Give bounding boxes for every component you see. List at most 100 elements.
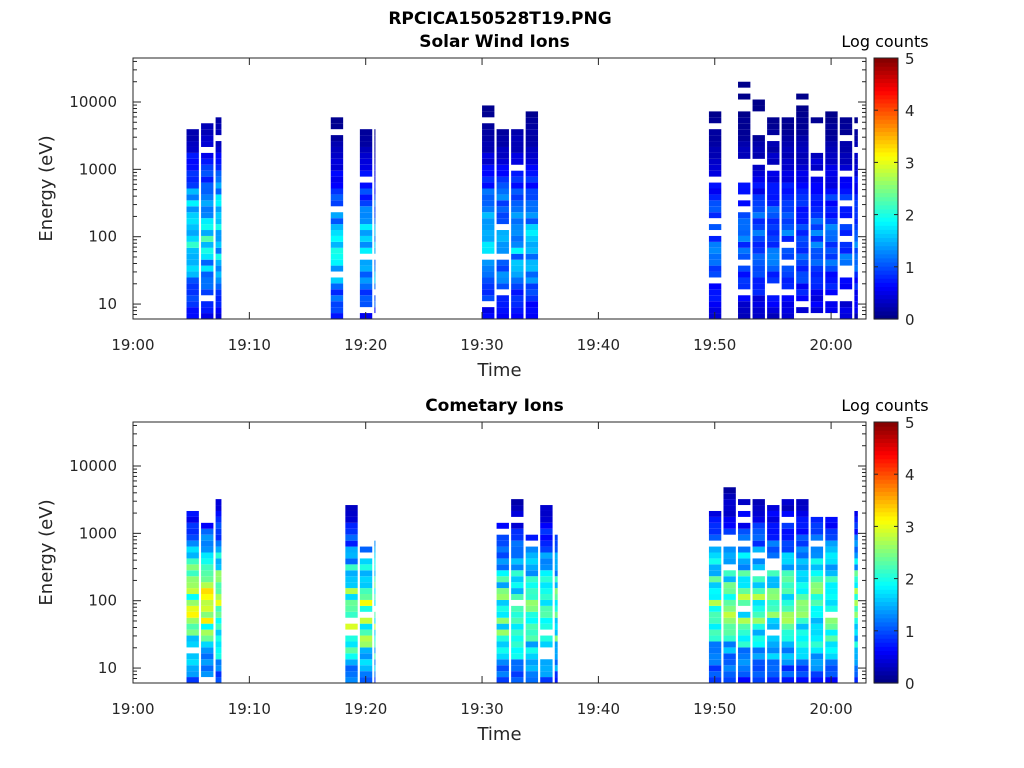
heatmap-cell: [796, 117, 809, 124]
heatmap-cell: [511, 200, 524, 207]
colorbar-step: [874, 613, 898, 619]
heatmap-cell: [215, 182, 222, 189]
heatmap-cell: [554, 635, 558, 642]
heatmap-cell: [496, 576, 509, 583]
heatmap-cell: [752, 259, 765, 266]
heatmap-cell: [738, 93, 751, 100]
heatmap-cell: [374, 146, 376, 153]
heatmap-cell: [854, 570, 858, 577]
heatmap-cell: [496, 582, 509, 589]
heatmap-cell: [201, 564, 214, 571]
heatmap-cell: [767, 146, 780, 153]
heatmap-cell: [215, 558, 222, 565]
heatmap-cell: [201, 647, 214, 654]
heatmap-cell: [738, 224, 751, 231]
colorbar-step: [874, 172, 898, 177]
heatmap-cell: [330, 135, 344, 142]
heatmap-cell: [330, 182, 344, 189]
heatmap-cell: [825, 635, 838, 642]
heatmap-cell: [796, 540, 809, 547]
heatmap-cell: [554, 629, 558, 636]
heatmap-cell: [810, 534, 824, 541]
heatmap-cell: [810, 588, 824, 595]
heatmap-cell: [854, 194, 858, 201]
heatmap-cell: [186, 289, 199, 296]
heatmap-cell: [554, 665, 558, 672]
heatmap-cell: [511, 588, 524, 595]
heatmap-cell: [752, 265, 765, 272]
heatmap-cell: [186, 552, 199, 559]
heatmap-cell: [796, 659, 809, 666]
colorbar-step: [874, 135, 898, 141]
heatmap-cell: [496, 671, 509, 678]
heatmap-cell: [201, 283, 214, 290]
heatmap-cell: [525, 283, 539, 290]
colorbar-step: [874, 188, 898, 194]
heatmap-cell: [511, 135, 524, 142]
heatmap-cell: [796, 617, 809, 624]
heatmap-cell: [540, 594, 553, 600]
heatmap-cell: [839, 253, 853, 260]
heatmap-cell: [374, 659, 376, 666]
heatmap-cell: [511, 194, 524, 201]
heatmap-cell: [215, 605, 222, 612]
heatmap-cell: [525, 271, 539, 278]
heatmap-cell: [825, 212, 838, 219]
heatmap-cell: [752, 605, 765, 612]
heatmap-cell: [330, 194, 344, 201]
heatmap-cell: [738, 212, 751, 219]
heatmap-cell: [810, 582, 824, 589]
heatmap-cell: [810, 164, 824, 171]
heatmap-cell: [359, 152, 373, 159]
colorbar-step: [874, 298, 898, 304]
heatmap-cell: [511, 265, 524, 272]
heatmap-cell: [796, 129, 809, 136]
heatmap-cell: [496, 265, 509, 272]
colorbar-step: [874, 450, 898, 456]
heatmap-cell: [359, 206, 373, 213]
colorbar-step: [874, 265, 898, 271]
heatmap-cell: [511, 235, 524, 242]
heatmap-cell: [482, 176, 495, 183]
heatmap-cell: [359, 271, 373, 278]
heatmap-cell: [482, 194, 495, 201]
heatmap-cell: [186, 546, 199, 553]
colorbar-step: [874, 139, 898, 145]
heatmap-cell: [781, 123, 795, 130]
heatmap-cell: [854, 516, 858, 523]
heatmap-cell: [854, 653, 858, 660]
heatmap-cell: [374, 182, 376, 189]
heatmap-cell: [482, 188, 495, 195]
heatmap-cell: [359, 558, 373, 565]
heatmap-cell: [215, 247, 222, 254]
heatmap-cell: [781, 146, 795, 153]
heatmap-cell: [767, 540, 780, 547]
heatmap-cell: [525, 158, 539, 165]
heatmap-cell: [496, 659, 509, 666]
heatmap-cell: [186, 230, 199, 236]
heatmap-cell: [496, 635, 509, 642]
heatmap-cell: [496, 605, 509, 612]
heatmap-cell: [796, 564, 809, 571]
heatmap-cell: [781, 499, 795, 506]
heatmap-cell: [482, 230, 495, 236]
heatmap-cell: [186, 218, 199, 225]
heatmap-cell: [825, 534, 838, 541]
colorbar-step: [874, 422, 898, 427]
heatmap-cell: [767, 534, 780, 541]
heatmap-cell: [215, 570, 222, 577]
heatmap-cell: [738, 558, 751, 565]
heatmap-cell: [752, 212, 765, 219]
colorbar-step: [874, 237, 898, 243]
heatmap-cell: [186, 271, 199, 278]
heatmap-cell: [345, 582, 358, 589]
heatmap-cell: [525, 152, 539, 159]
heatmap-cell: [752, 206, 765, 213]
heatmap-cell: [511, 605, 524, 612]
heatmap-cell: [186, 659, 199, 666]
heatmap-cell: [810, 611, 824, 618]
heatmap-cell: [854, 599, 858, 606]
heatmap-cell: [359, 576, 373, 583]
colorbar-step: [874, 462, 898, 468]
heatmap-cell: [854, 558, 858, 565]
